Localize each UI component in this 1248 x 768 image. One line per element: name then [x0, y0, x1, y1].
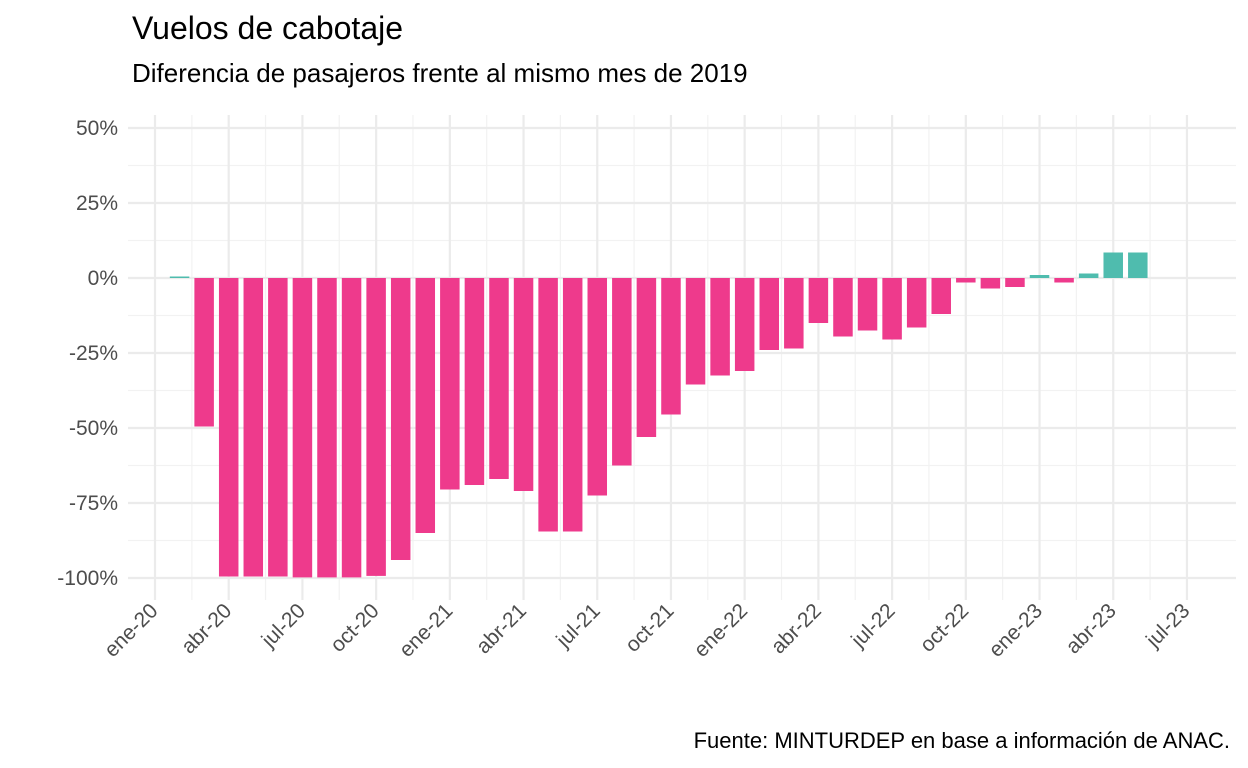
bar: [931, 278, 951, 314]
x-tick-label: jul-21: [551, 599, 604, 652]
x-tick-label: jul-20: [257, 599, 310, 652]
bar: [587, 278, 608, 496]
x-axis: ene-20 abr-20 jul-20 oct-20 ene-21 abr-21 jul-…: [100, 599, 1194, 662]
x-tick-label: ene-22: [690, 599, 753, 662]
bar: [440, 278, 460, 490]
bar: [710, 278, 730, 376]
bar: [980, 278, 1001, 289]
x-tick-label: oct-21: [621, 599, 679, 657]
bar: [906, 278, 927, 328]
y-tick-label: -50%: [69, 417, 118, 440]
bar: [759, 278, 779, 350]
bar: [882, 278, 902, 340]
bar: [857, 278, 878, 331]
y-tick-label: -75%: [69, 492, 118, 515]
bar: [464, 278, 485, 485]
x-tick-label: abr-20: [177, 599, 236, 658]
bar: [341, 278, 362, 578]
bar: [562, 278, 583, 532]
x-tick-label: ene-20: [100, 599, 163, 662]
bar: [685, 278, 706, 385]
bar: [243, 278, 264, 577]
bar: [513, 278, 534, 491]
bar: [317, 278, 337, 578]
bar: [538, 278, 558, 532]
y-tick-label: -100%: [57, 567, 118, 590]
bar: [415, 278, 436, 533]
x-tick-label: oct-20: [326, 599, 384, 657]
bar: [1054, 278, 1074, 283]
bar: [489, 278, 509, 479]
y-axis: 50% 25% 0% -25% -50% -75% -100%: [57, 117, 118, 590]
grid-major: [128, 115, 1236, 600]
bar: [292, 278, 313, 578]
x-tick-label: ene-23: [985, 599, 1048, 662]
grid-minor: [128, 115, 1236, 600]
x-tick-label: ene-21: [395, 599, 458, 662]
bar: [1128, 252, 1148, 278]
x-tick-label: oct-22: [916, 599, 974, 657]
bar: [194, 278, 214, 427]
chart-caption: Fuente: MINTURDEP en base a información …: [693, 728, 1230, 753]
bar: [808, 278, 829, 323]
bar: [956, 278, 976, 283]
bar: [390, 278, 411, 560]
bar: [636, 278, 657, 437]
y-tick-label: 0%: [88, 267, 118, 290]
x-tick-label: abr-21: [472, 599, 531, 658]
x-tick-label: abr-22: [767, 599, 826, 658]
bar: [612, 278, 632, 466]
bar: [218, 278, 239, 577]
bars: [169, 252, 1148, 578]
bar: [1103, 252, 1123, 278]
x-tick-label: jul-22: [846, 599, 899, 652]
bar: [366, 278, 386, 576]
bar: [833, 278, 853, 337]
x-tick-label: abr-23: [1062, 599, 1121, 658]
bar: [734, 278, 755, 371]
y-tick-label: 25%: [76, 192, 118, 215]
y-tick-label: 50%: [76, 117, 118, 140]
chart-subtitle: Diferencia de pasajeros frente al mismo …: [132, 58, 748, 88]
bar: [268, 278, 288, 577]
bar: [784, 278, 804, 349]
y-tick-label: -25%: [69, 342, 118, 365]
bar: [1029, 275, 1050, 278]
x-tick-label: jul-23: [1141, 599, 1194, 652]
bar: [1078, 273, 1099, 278]
bar: [1005, 278, 1025, 287]
bar: [169, 276, 190, 278]
chart-title: Vuelos de cabotaje: [132, 10, 404, 46]
bar: [661, 278, 681, 415]
